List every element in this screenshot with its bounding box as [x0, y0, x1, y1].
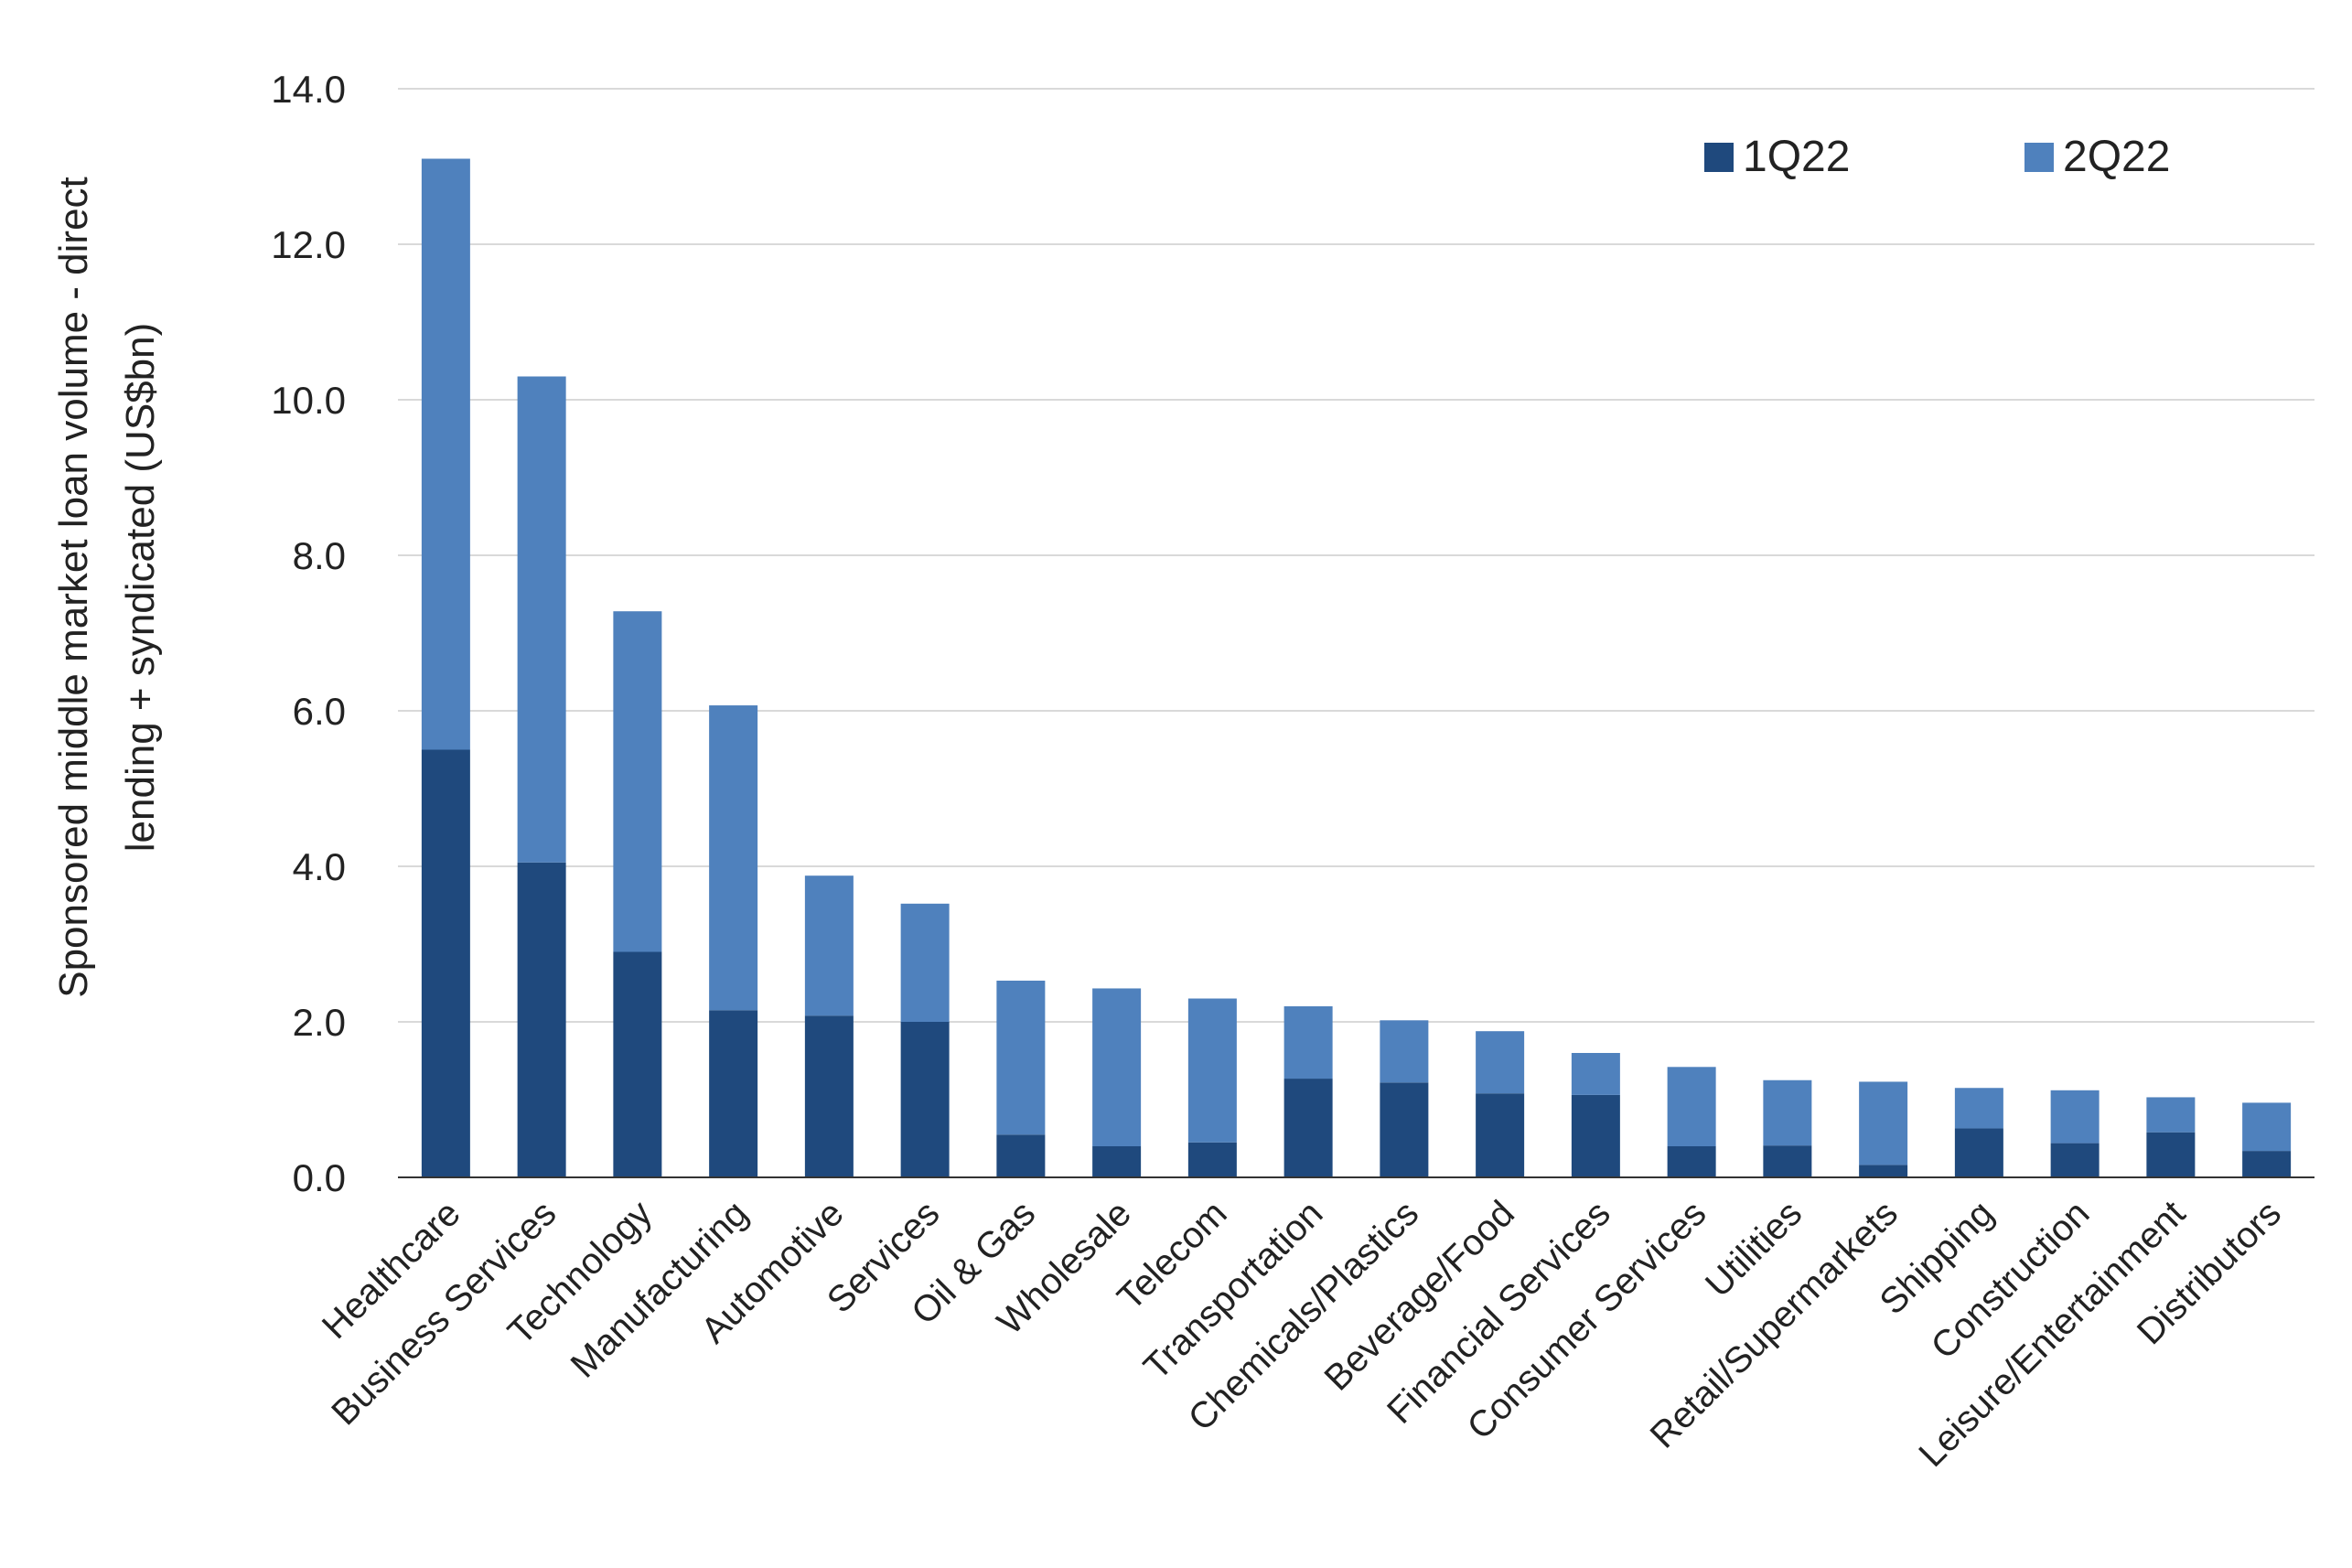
bar-2q22-shipping [1954, 1088, 2003, 1129]
bar-2q22-beverage-food [1476, 1031, 1525, 1094]
y-axis-ticks: 0.0 2.0 4.0 6.0 8.0 10.0 12.0 14.0 [271, 68, 346, 1199]
legend-swatch [1704, 143, 1734, 172]
legend: 1Q22 2Q22 [1704, 133, 2170, 181]
bar-1q22-business-services [517, 862, 566, 1177]
bar-2q22-financial-services [1571, 1053, 1620, 1095]
bar-1q22-automotive [804, 1015, 854, 1177]
bar-1q22-telecom [1187, 1142, 1237, 1177]
y-tick-label: 0.0 [293, 1156, 346, 1199]
gridlines [398, 88, 2314, 1023]
bar-2q22-consumer-services [1667, 1067, 1716, 1146]
bar-2q22-telecom [1187, 998, 1237, 1143]
bar-2q22-wholesale [1092, 988, 1142, 1146]
bar-2q22-chemicals-plastics [1380, 1020, 1429, 1083]
y-tick-label: 6.0 [293, 690, 346, 733]
bar-1q22-construction [2050, 1143, 2100, 1177]
bar-1q22-consumer-services [1667, 1146, 1716, 1177]
bar-2q22-retail-supermarkets [1859, 1081, 1908, 1165]
y-axis-title-line: Sponsored middle market loan volume - di… [51, 177, 96, 998]
y-tick-label: 2.0 [293, 1001, 346, 1044]
bar-2q22-utilities [1763, 1079, 1812, 1146]
bar-1q22-healthcare [421, 749, 470, 1177]
bar-1q22-oil-gas [996, 1134, 1046, 1177]
bar-1q22-beverage-food [1476, 1093, 1525, 1177]
bar-1q22-distributors [2242, 1151, 2292, 1177]
bar-1q22-wholesale [1092, 1146, 1142, 1177]
bar-1q22-transportation [1283, 1079, 1333, 1177]
bar-1q22-technology [613, 951, 662, 1177]
bar-2q22-business-services [517, 376, 566, 863]
bar-1q22-retail-supermarkets [1859, 1165, 1908, 1177]
legend-label: 2Q22 [2063, 133, 2170, 181]
bar-1q22-shipping [1954, 1128, 2003, 1177]
bar-2q22-services [900, 903, 950, 1022]
bar-2q22-transportation [1283, 1006, 1333, 1079]
y-axis-title: Sponsored middle market loan volume - di… [51, 177, 163, 998]
bar-2q22-distributors [2242, 1102, 2292, 1152]
bar-1q22-financial-services [1571, 1094, 1620, 1177]
bar-1q22-chemicals-plastics [1380, 1082, 1429, 1177]
bar-1q22-services [900, 1022, 950, 1177]
bars [421, 158, 2292, 1177]
y-tick-label: 14.0 [271, 68, 346, 111]
bar-2q22-automotive [804, 875, 854, 1016]
bar-1q22-manufacturing [709, 1010, 758, 1177]
bar-2q22-technology [613, 611, 662, 952]
y-tick-label: 8.0 [293, 534, 346, 577]
y-tick-label: 12.0 [271, 223, 346, 266]
legend-label: 1Q22 [1743, 133, 1850, 181]
bar-1q22-leisure-entertainment [2146, 1132, 2196, 1177]
y-tick-label: 10.0 [271, 379, 346, 422]
bar-2q22-oil-gas [996, 980, 1046, 1135]
bar-2q22-healthcare [421, 158, 470, 750]
bar-2q22-construction [2050, 1090, 2100, 1144]
y-tick-label: 4.0 [293, 845, 346, 888]
bar-2q22-manufacturing [709, 705, 758, 1011]
y-axis-title-line: lending + syndicated (US$bn) [118, 323, 163, 852]
bar-2q22-leisure-entertainment [2146, 1097, 2196, 1133]
legend-swatch [2024, 143, 2054, 172]
bar-1q22-utilities [1763, 1145, 1812, 1177]
